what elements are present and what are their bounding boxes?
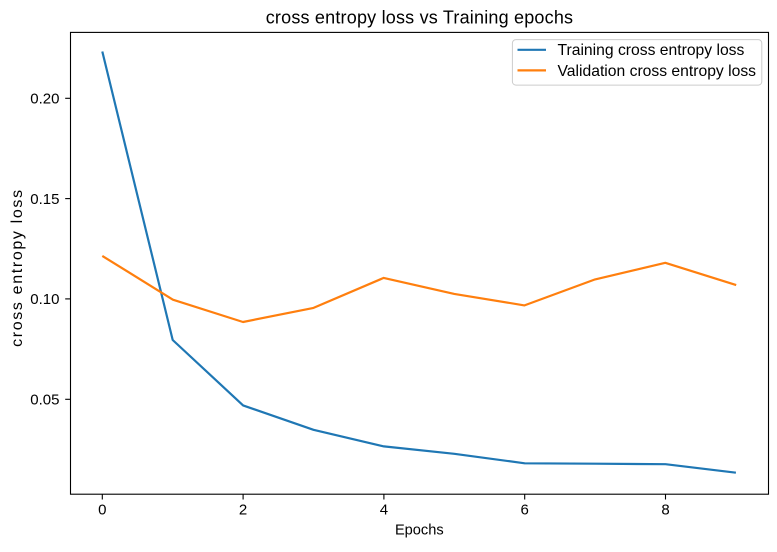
- svg-text:0.15: 0.15: [30, 191, 59, 208]
- svg-text:4: 4: [380, 502, 388, 519]
- svg-text:8: 8: [661, 502, 669, 519]
- svg-text:0: 0: [98, 502, 106, 519]
- svg-text:cross entropy loss vs Training: cross entropy loss vs Training epochs: [266, 7, 574, 27]
- svg-text:cross entropy loss: cross entropy loss: [9, 188, 26, 347]
- svg-text:0.10: 0.10: [30, 291, 59, 308]
- svg-text:0.20: 0.20: [30, 91, 59, 108]
- svg-text:Epochs: Epochs: [395, 523, 444, 539]
- svg-text:Validation cross entropy loss: Validation cross entropy loss: [558, 63, 757, 80]
- svg-text:6: 6: [521, 502, 529, 519]
- svg-text:0.05: 0.05: [30, 392, 59, 409]
- svg-text:2: 2: [239, 502, 247, 519]
- svg-text:Training cross entropy loss: Training cross entropy loss: [558, 42, 745, 59]
